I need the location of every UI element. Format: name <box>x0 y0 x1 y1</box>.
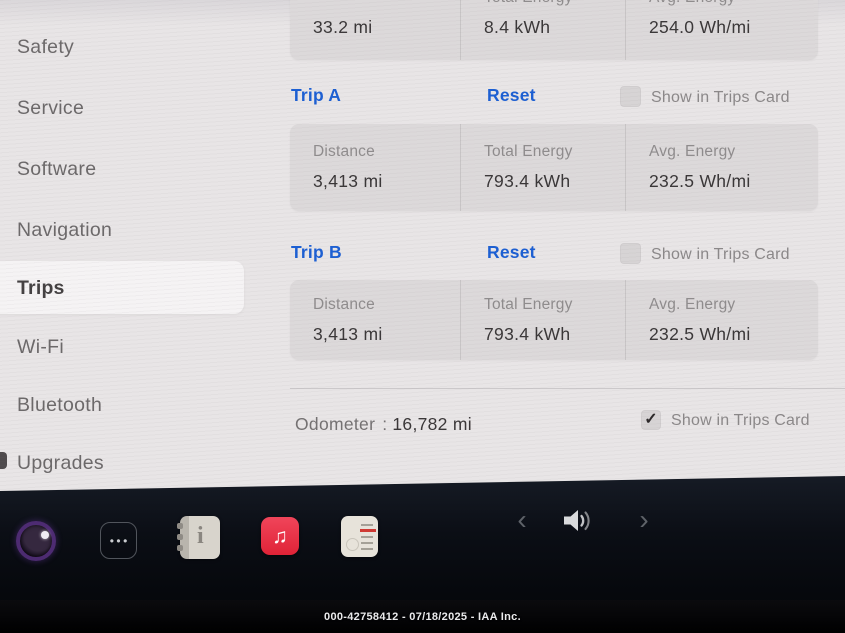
sidebar-item-safety[interactable]: Safety <box>17 35 75 58</box>
sidebar-item-trips[interactable]: Trips <box>17 276 65 299</box>
active-item-highlight <box>0 261 244 314</box>
sidebar-item-service[interactable]: Service <box>17 96 85 119</box>
sidebar-item-software[interactable]: Software <box>17 157 97 180</box>
odometer-text: Odometer:16,782 mi <box>295 414 472 435</box>
distance-label: Distance <box>313 143 375 160</box>
trip-a-show-checkbox[interactable] <box>620 86 641 107</box>
distance-value: 33.2 mi <box>313 17 373 37</box>
tuner-tick <box>361 536 373 538</box>
watermark-text: 000-42758412 - 07/18/2025 - IAA Inc. <box>324 610 521 623</box>
trips-panel: 33.2 mi Total Energy 8.4 kWh Avg. Energy… <box>290 0 845 492</box>
trip-b-card: Distance 3,413 mi Total Energy 793.4 kWh… <box>290 280 818 360</box>
binding-tab <box>177 545 183 551</box>
section-divider <box>290 388 845 389</box>
trip-a-header: Trip A Reset Show in Trips Card <box>290 83 818 113</box>
avg-energy-label: Avg. Energy <box>649 143 736 160</box>
app-dock <box>0 476 845 604</box>
total-energy-value: 793.4 kWh <box>484 324 571 344</box>
trip-a-avg-energy: Avg. Energy 232.5 Wh/mi <box>625 124 818 211</box>
total-energy-value: 793.4 kWh <box>484 171 571 191</box>
trip-b-header: Trip B Reset Show in Trips Card <box>290 240 818 270</box>
music-note-icon: ♫ <box>272 524 288 548</box>
distance-label <box>313 0 452 8</box>
total-energy-label: Total Energy <box>484 0 617 8</box>
total-energy-label: Total Energy <box>484 143 573 160</box>
ellipsis-icon: ••• <box>109 533 130 548</box>
avg-energy-value: 232.5 Wh/mi <box>649 171 751 191</box>
trip-b-reset-button[interactable]: Reset <box>487 242 536 262</box>
trip-b-title: Trip B <box>291 242 342 262</box>
avg-energy-label: Avg. Energy <box>649 296 736 313</box>
sidebar-item-upgrades[interactable]: Upgrades <box>17 451 104 474</box>
media-player-icon[interactable]: ♫ <box>261 517 299 555</box>
checkmark-icon: ✓ <box>644 411 658 428</box>
sidebar-item-bluetooth[interactable]: Bluetooth <box>17 393 103 416</box>
current-trip-avg-energy: Avg. Energy 254.0 Wh/mi <box>625 0 818 60</box>
dashcam-camera-icon[interactable] <box>16 521 56 561</box>
odometer-separator: : <box>382 414 388 434</box>
photo-artifact <box>0 452 7 469</box>
trip-b-distance: Distance 3,413 mi <box>290 280 460 360</box>
binding-tab <box>177 523 183 529</box>
current-trip-distance: 33.2 mi <box>290 0 460 60</box>
volume-speaker-icon[interactable] <box>560 506 594 536</box>
app-launcher-icon[interactable]: ••• <box>100 522 137 559</box>
distance-value: 3,413 mi <box>313 171 383 191</box>
total-energy-label: Total Energy <box>484 296 573 313</box>
avg-energy-value: 232.5 Wh/mi <box>649 324 751 344</box>
next-track-chevron[interactable]: › <box>639 504 649 535</box>
trip-a-card: Distance 3,413 mi Total Energy 793.4 kWh… <box>290 124 818 211</box>
current-trip-energy: Total Energy 8.4 kWh <box>460 0 625 60</box>
trip-a-distance: Distance 3,413 mi <box>290 124 460 211</box>
sidebar-item-navigation[interactable]: Navigation <box>17 218 113 241</box>
radio-tuner-icon[interactable] <box>341 516 378 557</box>
current-trip-card: 33.2 mi Total Energy 8.4 kWh Avg. Energy… <box>290 0 818 60</box>
lens-glint <box>41 531 49 539</box>
trip-b-show-checkbox[interactable] <box>620 243 641 264</box>
avg-energy-label: Avg. Energy <box>649 0 810 8</box>
owners-manual-icon[interactable]: i <box>177 516 220 559</box>
previous-track-chevron[interactable]: ‹ <box>517 504 527 535</box>
trip-a-title: Trip A <box>291 85 342 105</box>
binding-tab <box>177 534 183 540</box>
tuner-tick <box>361 524 373 526</box>
distance-value: 3,413 mi <box>313 324 383 344</box>
tuner-dial <box>346 538 359 551</box>
info-letter: i <box>197 523 204 549</box>
settings-screen: Safety Service Software Navigation Trips… <box>0 0 845 492</box>
trip-a-energy: Total Energy 793.4 kWh <box>460 124 625 211</box>
avg-energy-value: 254.0 Wh/mi <box>649 17 751 37</box>
screen-bezel: 000-42758412 - 07/18/2025 - IAA Inc. <box>0 600 845 633</box>
trip-a-reset-button[interactable]: Reset <box>487 85 536 105</box>
odometer-row: Odometer:16,782 mi ✓ Show in Trips Card <box>290 405 818 445</box>
tuner-tick <box>361 542 373 544</box>
total-energy-value: 8.4 kWh <box>484 17 551 37</box>
tuner-needle <box>360 529 376 532</box>
trip-a-show-label: Show in Trips Card <box>651 89 790 106</box>
distance-label: Distance <box>313 296 375 313</box>
odometer-label: Odometer <box>295 414 376 434</box>
tuner-tick <box>361 548 373 550</box>
odometer-show-checkbox[interactable]: ✓ <box>641 410 661 430</box>
sidebar-item-wifi[interactable]: Wi-Fi <box>17 335 64 358</box>
odometer-value: 16,782 mi <box>392 414 472 434</box>
trip-b-energy: Total Energy 793.4 kWh <box>460 280 625 360</box>
trip-b-show-label: Show in Trips Card <box>651 246 790 263</box>
settings-sidebar: Safety Service Software Navigation Trips… <box>0 0 282 492</box>
odometer-show-label: Show in Trips Card <box>671 412 810 429</box>
trip-b-avg-energy: Avg. Energy 232.5 Wh/mi <box>625 280 818 360</box>
